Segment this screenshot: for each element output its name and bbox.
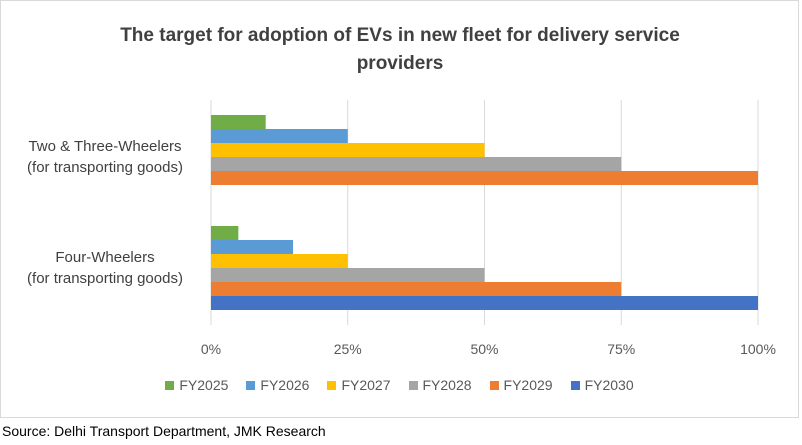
category-label-four-wheelers: Four-Wheelers (for transporting goods): [8, 247, 202, 289]
legend-label: FY2029: [503, 377, 553, 393]
bar-fy2029-cat1: [211, 282, 622, 296]
legend-item-fy2028: FY2028: [408, 377, 472, 393]
x-tick-label: 25%: [334, 341, 362, 357]
bar-fy2027-cat0: [211, 143, 485, 157]
legend-item-fy2029: FY2029: [489, 377, 553, 393]
x-tick-label: 75%: [607, 341, 635, 357]
source-note: Source: Delhi Transport Department, JMK …: [2, 423, 326, 439]
category-label-line2: (for transporting goods): [27, 159, 183, 176]
legend-swatch: [165, 380, 175, 390]
chart-title: The target for adoption of EVs in new fl…: [120, 25, 680, 74]
bar-fy2026-cat1: [211, 240, 294, 254]
bar-fy2029-cat0: [211, 171, 758, 185]
legend-label: FY2028: [422, 377, 472, 393]
legend-swatch: [408, 380, 418, 390]
legend-item-fy2027: FY2027: [327, 377, 391, 393]
legend-label: FY2026: [260, 377, 310, 393]
bar-fy2025-cat1: [211, 226, 239, 240]
bar-fy2028-cat0: [211, 157, 622, 171]
legend-label: FY2030: [584, 377, 634, 393]
category-label-line1: Four-Wheelers: [55, 249, 155, 266]
legend-swatch: [246, 380, 256, 390]
x-tick-label: 50%: [470, 341, 498, 357]
chart-frame: [0, 0, 799, 418]
x-tick-label: 0%: [201, 341, 221, 357]
legend-item-fy2030: FY2030: [570, 377, 634, 393]
bar-fy2027-cat1: [211, 254, 348, 268]
legend-label: FY2027: [341, 377, 391, 393]
category-label-line2: (for transporting goods): [27, 270, 183, 287]
legend: FY2025 FY2026 FY2027 FY2028 FY2029 FY203…: [0, 377, 799, 393]
legend-swatch: [489, 380, 499, 390]
category-label-line1: Two & Three-Wheelers: [28, 138, 182, 155]
legend-item-fy2026: FY2026: [246, 377, 309, 393]
bar-fy2030-cat1: [211, 296, 758, 310]
x-tick-label: 100%: [740, 341, 776, 357]
category-label-two-three-wheelers: Two & Three-Wheelers (for transporting g…: [8, 136, 202, 178]
legend-item-fy2025: FY2025: [165, 377, 228, 393]
legend-label: FY2025: [179, 377, 229, 393]
bar-fy2026-cat0: [211, 129, 348, 143]
bar-fy2025-cat0: [211, 115, 266, 129]
bar-fy2028-cat1: [211, 268, 485, 282]
legend-swatch: [570, 380, 580, 390]
legend-swatch: [327, 380, 337, 390]
